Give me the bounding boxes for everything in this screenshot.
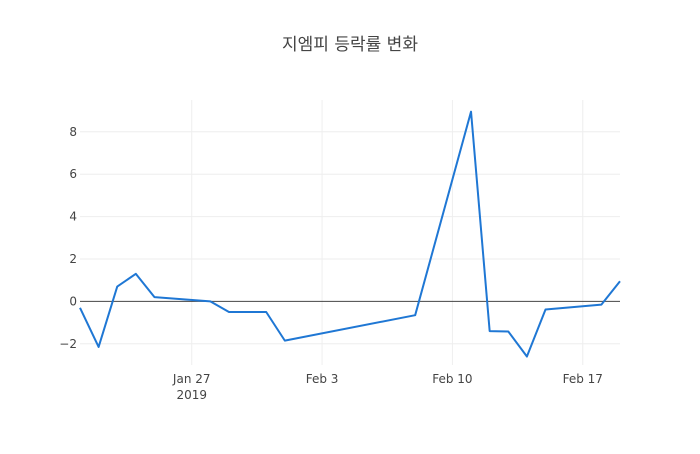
y-tick-label: 4 <box>69 210 77 224</box>
grid-lines <box>80 100 620 365</box>
series-line <box>79 110 621 358</box>
x-tick-label: Jan 27 <box>172 372 211 386</box>
x-tick-label: Feb 3 <box>306 372 339 386</box>
x-tick-label: Feb 17 <box>563 372 603 386</box>
x-tick-label: Feb 10 <box>432 372 472 386</box>
y-tick-label: 8 <box>69 125 77 139</box>
y-tick-label: 6 <box>69 167 77 181</box>
y-tick-label: 2 <box>69 252 77 266</box>
x-tick-year-label: 2019 <box>176 388 207 402</box>
y-tick-label: −2 <box>59 337 77 351</box>
chart-title: 지엠피 등락률 변화 <box>282 35 418 55</box>
x-axis-ticks: Jan 27 2019 Feb 3 Feb 10 Feb 17 <box>172 372 603 402</box>
y-axis-ticks: −2 0 2 4 6 8 <box>59 125 77 351</box>
series-group <box>79 110 621 358</box>
y-tick-label: 0 <box>69 294 77 308</box>
